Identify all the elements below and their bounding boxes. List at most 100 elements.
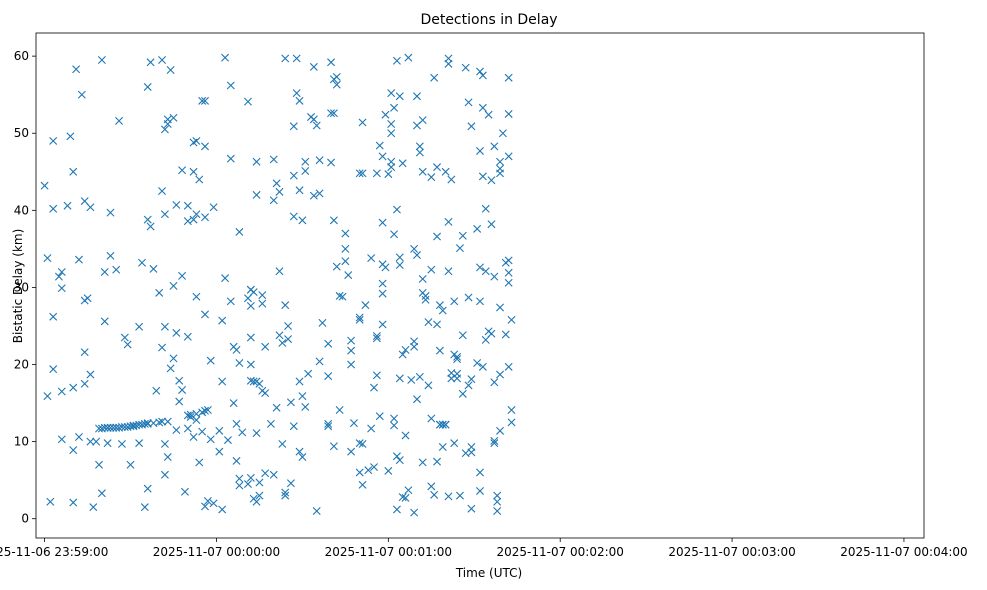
- y-tick-label: 60: [14, 49, 29, 63]
- data-point: [281, 491, 290, 500]
- y-tick-label: 10: [14, 435, 29, 449]
- data-point: [315, 189, 324, 198]
- data-point: [281, 488, 290, 497]
- data-point: [490, 142, 499, 151]
- data-point: [43, 254, 52, 263]
- data-point: [324, 422, 333, 431]
- data-point: [252, 497, 261, 506]
- data-point: [235, 474, 244, 483]
- data-point: [504, 109, 513, 118]
- data-point: [226, 297, 235, 306]
- data-point: [390, 103, 399, 112]
- data-point: [507, 418, 516, 427]
- data-point: [186, 412, 195, 421]
- data-point: [218, 505, 227, 514]
- data-point: [97, 55, 106, 64]
- data-point: [504, 278, 513, 287]
- data-point: [155, 418, 164, 427]
- data-point: [103, 439, 112, 448]
- data-point: [278, 338, 287, 347]
- y-axis-label: Bistatic Delay (km): [11, 229, 25, 344]
- data-point: [435, 346, 444, 355]
- data-point: [112, 265, 121, 274]
- data-point: [424, 381, 433, 390]
- data-point: [86, 203, 95, 212]
- data-point: [72, 65, 81, 74]
- data-point: [476, 486, 484, 495]
- data-point: [275, 187, 284, 196]
- data-point: [57, 387, 66, 396]
- data-point: [158, 187, 167, 196]
- data-point: [100, 317, 109, 326]
- data-point: [69, 446, 78, 455]
- data-point: [69, 383, 78, 392]
- data-point: [478, 172, 487, 181]
- data-point: [392, 56, 401, 65]
- data-point: [450, 297, 459, 306]
- data-point: [109, 423, 118, 432]
- data-point: [355, 468, 364, 477]
- y-tick-label: 50: [14, 126, 29, 140]
- data-point: [255, 491, 264, 500]
- data-point: [478, 362, 487, 371]
- data-point: [412, 251, 421, 260]
- data-point: [146, 222, 155, 231]
- data-point: [163, 115, 172, 124]
- data-point: [404, 486, 413, 495]
- data-point: [453, 369, 462, 378]
- data-point: [172, 328, 181, 337]
- data-point: [255, 379, 264, 388]
- data-point: [46, 497, 55, 506]
- data-point: [298, 392, 307, 401]
- data-point: [444, 217, 453, 226]
- plot-frame: [35, 32, 925, 539]
- data-point: [384, 466, 393, 475]
- data-point: [355, 439, 364, 448]
- data-point: [447, 175, 456, 184]
- data-point: [378, 279, 387, 288]
- data-point: [83, 294, 92, 303]
- x-axis: 2025-11-06 23:59:00 2025-11-07 00:00:00 20…: [0, 538, 968, 559]
- data-point: [80, 379, 89, 388]
- data-point: [444, 267, 453, 276]
- data-point: [387, 89, 396, 98]
- data-point: [355, 313, 364, 322]
- data-point: [160, 439, 169, 448]
- data-point: [341, 229, 350, 238]
- data-point: [501, 330, 510, 339]
- data-point: [106, 251, 115, 260]
- data-point: [496, 303, 505, 312]
- data-point: [487, 176, 496, 185]
- data-point: [490, 272, 499, 281]
- y-tick-label: 0: [21, 512, 29, 526]
- data-point: [504, 268, 513, 277]
- data-point: [301, 157, 310, 166]
- data-point: [410, 244, 419, 253]
- data-point: [395, 92, 404, 101]
- data-point: [301, 402, 310, 411]
- data-point: [243, 480, 252, 489]
- data-point: [358, 169, 367, 178]
- data-point: [496, 426, 505, 435]
- data-point: [395, 374, 404, 383]
- data-point: [143, 215, 152, 224]
- data-point: [484, 110, 493, 119]
- data-point: [487, 329, 496, 338]
- data-point: [69, 167, 78, 176]
- data-point: [218, 377, 227, 386]
- data-point: [135, 322, 144, 331]
- data-point: [370, 383, 379, 392]
- data-point: [312, 121, 321, 130]
- data-point: [215, 426, 224, 435]
- data-point: [57, 268, 66, 276]
- data-point: [57, 284, 66, 293]
- data-point: [183, 332, 192, 341]
- data-point: [295, 447, 304, 456]
- data-point: [481, 267, 490, 276]
- data-point: [166, 66, 175, 74]
- data-point: [158, 417, 167, 426]
- data-point: [358, 439, 367, 448]
- data-point: [332, 262, 341, 271]
- data-point: [387, 119, 396, 128]
